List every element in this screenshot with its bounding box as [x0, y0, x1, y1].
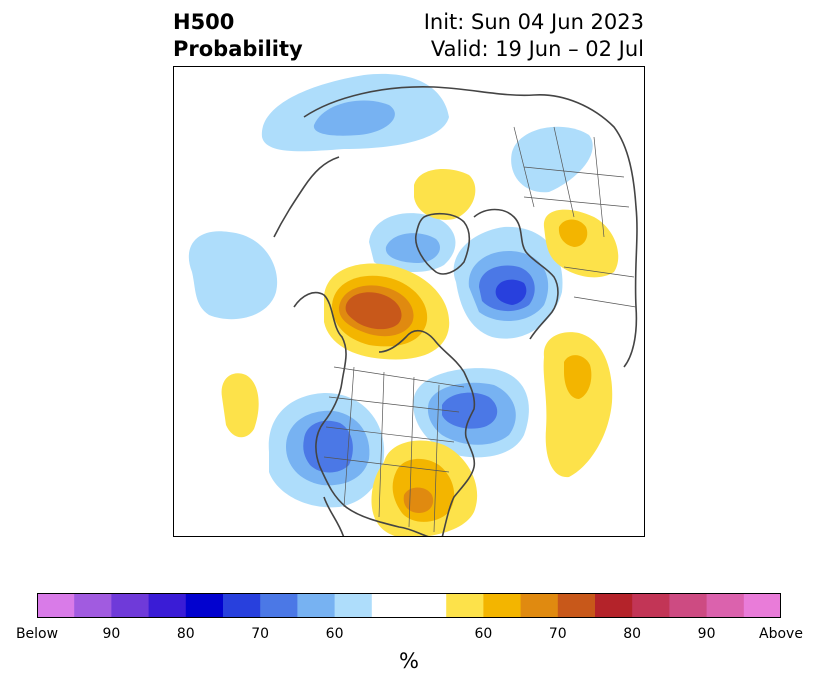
orange-region-east-us-core	[403, 487, 434, 513]
colorbar-segment	[706, 593, 745, 618]
blue-region-siberia	[511, 126, 593, 193]
colorbar-segment	[743, 593, 781, 618]
coastline-greenland	[414, 212, 471, 275]
colorbar-border	[37, 593, 781, 618]
colorbar	[37, 593, 781, 618]
coastline-central-america	[323, 496, 345, 536]
colorbar-segment	[446, 593, 484, 618]
colorbar-segment	[74, 593, 112, 618]
blue-region-greenland-core	[385, 233, 440, 263]
colorbar-segment	[520, 593, 559, 618]
colorbar-units: %	[399, 649, 419, 673]
above-normal-regions	[221, 169, 619, 536]
init-date: Init: Sun 04 Jun 2023	[423, 10, 644, 34]
border-lines-us	[323, 366, 465, 533]
map-title-right: Init: Sun 04 Jun 2023 Valid: 19 Jun – 02…	[424, 9, 644, 63]
yellow-region-east-atlantic-core	[564, 355, 592, 399]
yellow-region-ural-core	[558, 219, 588, 247]
coastline-europe	[473, 208, 559, 340]
colorbar-tick-label: Below	[15, 626, 59, 642]
colorbar-tick-label: 60	[325, 626, 344, 642]
colorbar-tick-label: 70	[548, 626, 567, 642]
valid-range: Valid: 19 Jun – 02 Jul	[430, 37, 644, 61]
title-variable: H500	[173, 10, 235, 34]
colorbar-tick-label: 90	[697, 626, 716, 642]
colorbar-segment	[334, 593, 373, 618]
colorbar-segment	[111, 593, 150, 618]
title-type: Probability	[173, 37, 303, 61]
colorbar-tick-label: 60	[474, 626, 493, 642]
colorbar-segment	[37, 593, 75, 618]
colorbar-tick-label: 80	[176, 626, 195, 642]
yellow-region-east-atlantic	[543, 332, 613, 478]
coastlines	[273, 85, 638, 536]
blue-region-pacific	[188, 231, 278, 320]
colorbar-segment	[557, 593, 596, 618]
blue-region-arctic-core	[313, 100, 395, 136]
colorbar-segment	[260, 593, 298, 618]
orange-region-canada-core	[345, 292, 402, 330]
colorbar-segment	[371, 593, 410, 618]
colorbar-segment	[409, 593, 447, 618]
colorbar-segment	[223, 593, 261, 618]
coastline-alaska	[273, 156, 340, 238]
colorbar-segment	[148, 593, 187, 618]
blue-region-west-us-core	[303, 420, 353, 473]
yellow-region-pacific	[221, 373, 259, 438]
colorbar-segment	[669, 593, 708, 618]
colorbar-segment	[297, 593, 336, 618]
map-title-left: H500 Probability	[173, 9, 303, 63]
probability-map	[173, 66, 645, 537]
colorbar-tick-label: 90	[102, 626, 121, 642]
coastline-eurasia	[303, 85, 638, 368]
political-borders	[323, 126, 637, 533]
colorbar-tick-label: Above	[759, 626, 803, 642]
colorbar-segment	[185, 593, 224, 618]
yellow-region-arctic	[414, 169, 476, 220]
below-normal-regions	[188, 73, 593, 508]
colorbar-segment	[595, 593, 633, 618]
colorbar-segment	[632, 593, 670, 618]
colorbar-tick-labels: Below 90 80 70 60 60 70 80 90 Above	[0, 626, 819, 646]
colorbar-tick-label: 70	[251, 626, 270, 642]
coastline-north-america	[293, 291, 476, 536]
colorbar-segment	[483, 593, 522, 618]
blue-region-europe-core	[495, 279, 527, 305]
border-lines-eurasia	[513, 126, 637, 308]
map-canvas	[188, 73, 638, 536]
blue-region-atlantic-core	[442, 392, 498, 429]
colorbar-tick-label: 80	[623, 626, 642, 642]
